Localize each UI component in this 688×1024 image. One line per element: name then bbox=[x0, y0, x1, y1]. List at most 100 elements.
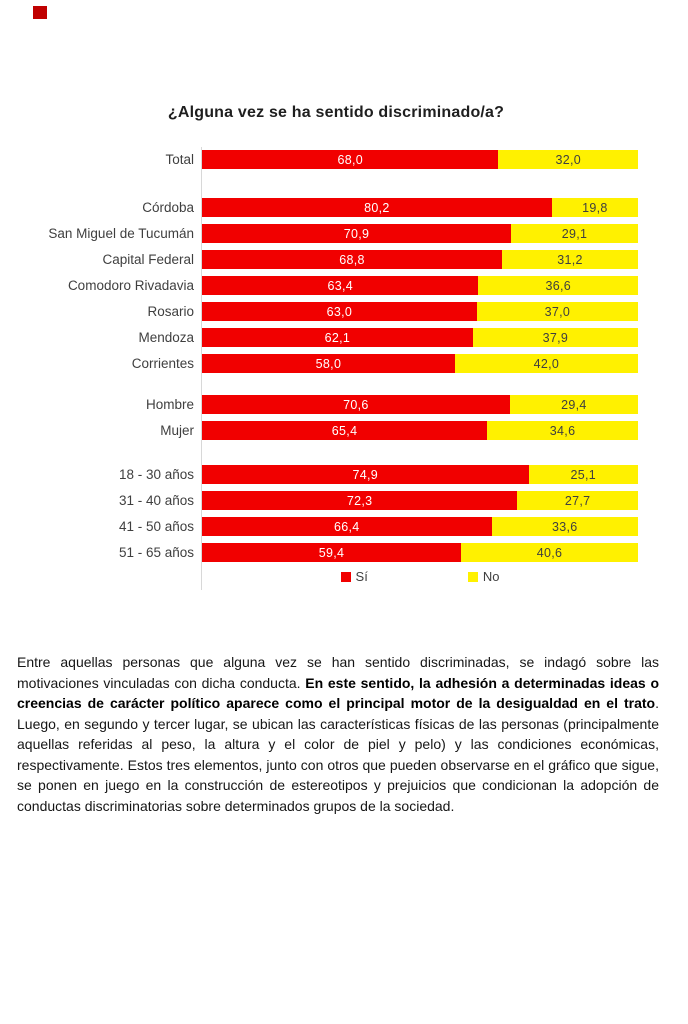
chart-row: 18 - 30 años 74,9 25,1 bbox=[30, 465, 638, 484]
bar-track: 80,2 19,8 bbox=[202, 198, 638, 217]
bar-segment-no: 36,6 bbox=[478, 276, 638, 295]
chart-rows: Total 68,0 32,0 Córdoba 80,2 19,8 San Miguel d… bbox=[30, 150, 638, 562]
chart-row: Hombre 70,6 29,4 bbox=[30, 395, 638, 414]
chart-row: Total 68,0 32,0 bbox=[30, 150, 638, 169]
corner-red-square bbox=[33, 6, 47, 19]
category-label: 41 - 50 años bbox=[118, 519, 194, 534]
bar-track: 68,8 31,2 bbox=[202, 250, 638, 269]
category-label: Rosario bbox=[147, 304, 194, 319]
bar-track: 70,6 29,4 bbox=[202, 395, 638, 414]
bar-track: 74,9 25,1 bbox=[202, 465, 638, 484]
chart-row: Mendoza 62,1 37,9 bbox=[30, 328, 638, 347]
bar-segment-no: 42,0 bbox=[454, 354, 638, 373]
bar-segment-no: 29,4 bbox=[509, 395, 638, 414]
bar-segment-si: 80,2 bbox=[202, 198, 552, 217]
legend-label: No bbox=[482, 569, 500, 584]
bar-segment-no: 29,1 bbox=[511, 224, 638, 243]
value-label-no: 29,1 bbox=[561, 226, 588, 241]
chart-row: Mujer 65,4 34,6 bbox=[30, 421, 638, 440]
value-label-si: 74,9 bbox=[352, 467, 379, 482]
bar-segment-si: 66,4 bbox=[202, 517, 492, 536]
bar-track: 66,4 33,6 bbox=[202, 517, 638, 536]
bar-track: 63,4 36,6 bbox=[202, 276, 638, 295]
bar-track: 70,9 29,1 bbox=[202, 224, 638, 243]
chart-title: ¿Alguna vez se ha sentido discriminado/a… bbox=[167, 104, 505, 121]
value-label-no: 32,0 bbox=[555, 152, 581, 167]
bar-track: 65,4 34,6 bbox=[202, 421, 638, 440]
chart-row: Capital Federal 68,8 31,2 bbox=[30, 250, 638, 269]
category-label: Comodoro Rivadavia bbox=[67, 278, 194, 293]
bar-segment-no: 40,6 bbox=[460, 543, 638, 562]
bar-track: 59,4 40,6 bbox=[202, 543, 638, 562]
legend-item: No bbox=[467, 569, 500, 584]
value-label-no: 34,6 bbox=[549, 423, 576, 438]
discrimination-bar-chart: Total 68,0 32,0 Córdoba 80,2 19,8 San Miguel d… bbox=[30, 147, 638, 590]
category-label: Mujer bbox=[160, 423, 194, 438]
value-label-si: 66,4 bbox=[333, 519, 360, 534]
value-label-no: 37,0 bbox=[544, 304, 571, 319]
bar-track: 68,0 32,0 bbox=[202, 150, 638, 169]
bar-segment-si: 59,4 bbox=[202, 543, 461, 562]
bar-segment-si: 63,4 bbox=[202, 276, 479, 295]
value-label-si: 62,1 bbox=[324, 330, 351, 345]
chart-row: 41 - 50 años 66,4 33,6 bbox=[30, 517, 638, 536]
bar-track: 72,3 27,7 bbox=[202, 491, 638, 510]
value-label-no: 31,2 bbox=[557, 252, 583, 267]
category-label: Corrientes bbox=[131, 356, 194, 371]
value-label-si: 63,0 bbox=[326, 304, 353, 319]
bar-segment-no: 33,6 bbox=[491, 517, 638, 536]
paragraph-text: . Luego, en segundo y tercer lugar, se u… bbox=[17, 695, 659, 814]
legend-swatch-icon bbox=[340, 571, 351, 582]
value-label-no: 19,8 bbox=[582, 200, 608, 215]
category-label: 51 - 65 años bbox=[118, 545, 194, 560]
chart-row: Comodoro Rivadavia 63,4 36,6 bbox=[30, 276, 638, 295]
value-label-si: 72,3 bbox=[346, 493, 373, 508]
bar-segment-si: 70,9 bbox=[202, 224, 512, 243]
bar-track: 58,0 42,0 bbox=[202, 354, 638, 373]
bar-segment-no: 32,0 bbox=[498, 150, 638, 169]
bar-segment-si: 72,3 bbox=[202, 491, 518, 510]
category-label: Mendoza bbox=[138, 330, 194, 345]
legend-label: Sí bbox=[355, 569, 368, 584]
body-paragraph: Entre aquellas personas que alguna vez s… bbox=[17, 652, 659, 816]
bar-segment-no: 27,7 bbox=[517, 491, 638, 510]
value-label-si: 80,2 bbox=[364, 200, 390, 215]
bar-segment-no: 25,1 bbox=[528, 465, 638, 484]
value-label-si: 68,0 bbox=[337, 152, 363, 167]
category-label: 31 - 40 años bbox=[118, 493, 194, 508]
chart-row: Corrientes 58,0 42,0 bbox=[30, 354, 638, 373]
chart-legend: Sí No bbox=[202, 569, 638, 584]
value-label-si: 68,8 bbox=[339, 252, 365, 267]
value-label-si: 58,0 bbox=[315, 356, 342, 371]
paragraph-bold-text: En este sentido, la adhesión a determina… bbox=[17, 674, 659, 712]
bar-segment-si: 68,8 bbox=[202, 250, 502, 269]
paragraph-text: Entre aquellas personas que alguna vez s… bbox=[17, 654, 659, 691]
chart-row: Córdoba 80,2 19,8 bbox=[30, 198, 638, 217]
bar-segment-si: 70,6 bbox=[202, 395, 510, 414]
category-label: Córdoba bbox=[142, 200, 194, 215]
bar-segment-no: 31,2 bbox=[501, 250, 638, 269]
value-label-no: 33,6 bbox=[551, 519, 578, 534]
bar-segment-si: 74,9 bbox=[202, 465, 529, 484]
bar-segment-si: 65,4 bbox=[202, 421, 488, 440]
value-label-si: 70,6 bbox=[343, 397, 369, 412]
bar-segment-no: 37,9 bbox=[472, 328, 638, 347]
category-label: Hombre bbox=[145, 397, 194, 412]
value-label-no: 25,1 bbox=[570, 467, 597, 482]
value-label-no: 27,7 bbox=[564, 493, 591, 508]
bar-segment-si: 63,0 bbox=[202, 302, 477, 321]
value-label-si: 59,4 bbox=[318, 545, 345, 560]
value-label-si: 70,9 bbox=[343, 226, 370, 241]
bar-segment-no: 37,0 bbox=[476, 302, 638, 321]
bar-segment-no: 19,8 bbox=[551, 198, 638, 217]
value-label-si: 63,4 bbox=[327, 278, 353, 293]
bar-track: 62,1 37,9 bbox=[202, 328, 638, 347]
chart-row: 51 - 65 años 59,4 40,6 bbox=[30, 543, 638, 562]
chart-row: 31 - 40 años 72,3 27,7 bbox=[30, 491, 638, 510]
bar-segment-si: 58,0 bbox=[202, 354, 455, 373]
bar-track: 63,0 37,0 bbox=[202, 302, 638, 321]
legend-swatch-icon bbox=[467, 571, 478, 582]
legend-item: Sí bbox=[340, 569, 368, 584]
value-label-no: 42,0 bbox=[533, 356, 560, 371]
